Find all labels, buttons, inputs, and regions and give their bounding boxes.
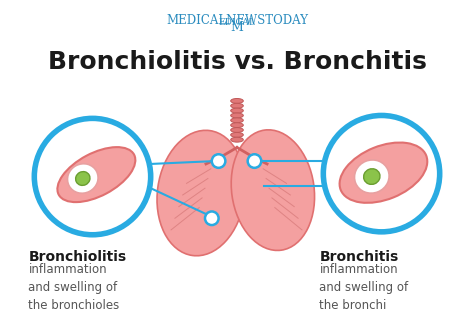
- Text: Bronchiolitis: Bronchiolitis: [28, 250, 127, 264]
- Text: inflammation
and swelling of
the bronchi: inflammation and swelling of the bronchi: [319, 263, 409, 312]
- Ellipse shape: [231, 133, 243, 137]
- Ellipse shape: [231, 130, 315, 251]
- Ellipse shape: [67, 164, 98, 193]
- Text: Bronchiolitis vs. Bronchitis: Bronchiolitis vs. Bronchitis: [47, 51, 427, 74]
- Circle shape: [248, 154, 261, 168]
- Circle shape: [212, 154, 225, 168]
- Circle shape: [205, 212, 219, 225]
- Ellipse shape: [231, 113, 243, 118]
- Ellipse shape: [157, 130, 245, 256]
- Text: MEDICALNEWSTODAY: MEDICALNEWSTODAY: [166, 14, 308, 27]
- Text: EDICAL: EDICAL: [219, 17, 255, 27]
- Text: Bronchitis: Bronchitis: [319, 250, 399, 264]
- Ellipse shape: [231, 103, 243, 108]
- Ellipse shape: [231, 108, 243, 113]
- Ellipse shape: [231, 118, 243, 123]
- Text: inflammation
and swelling of
the bronchioles: inflammation and swelling of the bronchi…: [28, 263, 120, 312]
- Text: M: M: [230, 21, 244, 34]
- Ellipse shape: [231, 137, 243, 142]
- Circle shape: [34, 118, 151, 235]
- Circle shape: [323, 115, 440, 232]
- Ellipse shape: [76, 172, 90, 185]
- Ellipse shape: [364, 169, 380, 184]
- Ellipse shape: [231, 98, 243, 103]
- Ellipse shape: [339, 143, 427, 203]
- Ellipse shape: [57, 147, 136, 202]
- Ellipse shape: [231, 128, 243, 133]
- Ellipse shape: [355, 160, 389, 193]
- Ellipse shape: [231, 123, 243, 128]
